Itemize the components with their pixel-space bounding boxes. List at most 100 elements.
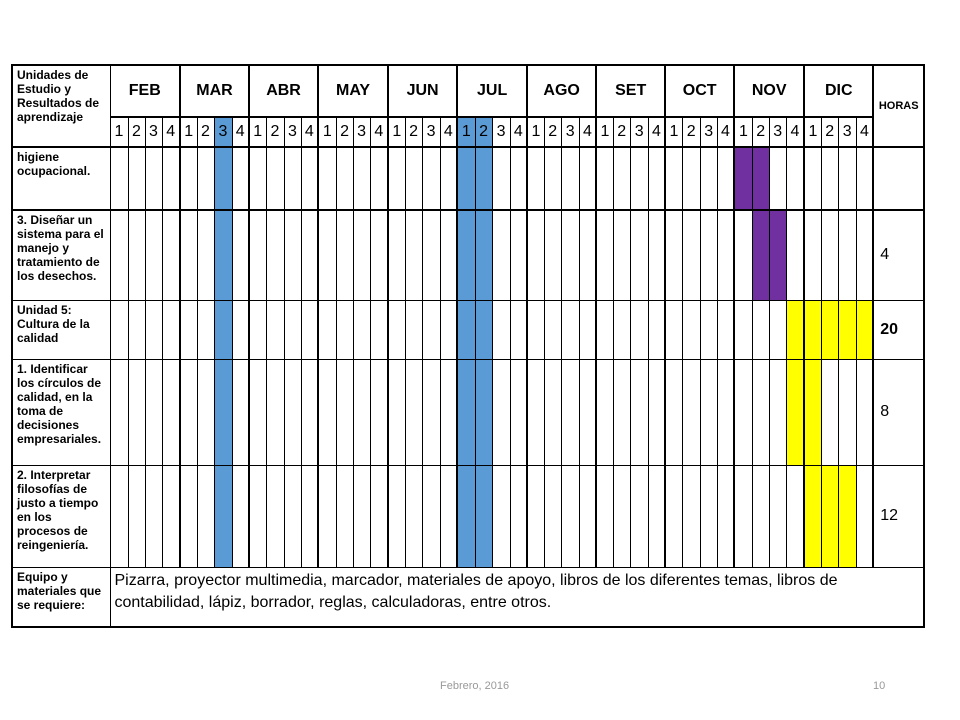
- week-cell: [664, 299, 683, 360]
- week-cell: [127, 299, 146, 360]
- week-cell: [612, 358, 631, 466]
- week-cell: [837, 209, 857, 301]
- week-cell: [421, 299, 441, 360]
- week-cell: [681, 146, 701, 211]
- week-cell: [387, 358, 406, 466]
- week-cell: [491, 146, 511, 211]
- week-cell: [161, 146, 181, 211]
- week-cell: [196, 209, 215, 301]
- week-cell: [456, 358, 476, 466]
- week-number-cell: 4: [855, 116, 875, 148]
- week-number-cell: 4: [161, 116, 181, 148]
- week-cell: [733, 464, 753, 568]
- week-cell: [213, 358, 233, 466]
- week-cell: [317, 146, 337, 211]
- month-header-ago: AGO: [526, 64, 598, 118]
- week-cell: [647, 464, 667, 568]
- week-cell: [161, 209, 181, 301]
- week-cell: [439, 358, 459, 466]
- week-cell: [716, 209, 736, 301]
- hours-column-header: HORAS: [872, 64, 925, 148]
- week-cell: [509, 464, 529, 568]
- activity-label: 2. Interpretar filosofías de justo a tie…: [11, 464, 111, 568]
- week-cell: [820, 464, 839, 568]
- week-cell: [369, 209, 390, 301]
- week-cell: [751, 209, 770, 301]
- week-cell: [785, 146, 806, 211]
- week-number-cell: 1: [109, 116, 129, 148]
- week-cell: [664, 209, 683, 301]
- week-cell: [491, 299, 511, 360]
- week-cell: [335, 146, 354, 211]
- week-cell: [248, 299, 267, 360]
- week-cell: [144, 209, 163, 301]
- week-cell: [560, 209, 580, 301]
- week-cell: [785, 358, 806, 466]
- week-cell: [543, 299, 562, 360]
- week-number-cell: 4: [439, 116, 459, 148]
- week-cell: [265, 209, 285, 301]
- week-cell: [421, 464, 441, 568]
- month-header-mar: MAR: [179, 64, 250, 118]
- week-cell: [474, 464, 493, 568]
- week-cell: [231, 358, 250, 466]
- week-cell: [716, 299, 736, 360]
- week-cell: [127, 358, 146, 466]
- week-cell: [404, 358, 423, 466]
- week-cell: [855, 209, 875, 301]
- week-cell: [248, 146, 267, 211]
- week-cell: [283, 146, 302, 211]
- week-number-cell: 1: [456, 116, 476, 148]
- week-cell: [803, 299, 822, 360]
- week-cell: [335, 358, 354, 466]
- week-cell: [629, 299, 649, 360]
- week-cell: [837, 146, 857, 211]
- week-cell: [109, 358, 129, 466]
- week-cell: [578, 146, 598, 211]
- month-header-abr: ABR: [248, 64, 320, 118]
- week-cell: [179, 358, 198, 466]
- week-cell: [474, 146, 493, 211]
- week-cell: [526, 358, 545, 466]
- week-cell: [785, 299, 806, 360]
- activity-hours: 4: [872, 209, 925, 301]
- week-cell: [248, 209, 267, 301]
- week-cell: [300, 209, 320, 301]
- week-cell: [265, 299, 285, 360]
- week-cell: [352, 464, 371, 568]
- week-cell: [300, 358, 320, 466]
- week-cell: [629, 146, 649, 211]
- week-cell: [681, 464, 701, 568]
- week-cell: [265, 464, 285, 568]
- week-cell: [785, 209, 806, 301]
- week-number-cell: 1: [179, 116, 198, 148]
- week-cell: [231, 209, 250, 301]
- week-cell: [820, 146, 839, 211]
- week-cell: [768, 464, 787, 568]
- week-cell: [421, 146, 441, 211]
- week-number-cell: 2: [612, 116, 631, 148]
- week-cell: [387, 464, 406, 568]
- week-cell: [109, 209, 129, 301]
- week-cell: [196, 358, 215, 466]
- week-cell: [109, 146, 129, 211]
- week-cell: [629, 209, 649, 301]
- week-cell: [855, 358, 875, 466]
- week-cell: [317, 209, 337, 301]
- month-header-set: SET: [595, 64, 667, 118]
- week-number-cell: 2: [127, 116, 146, 148]
- week-cell: [595, 464, 614, 568]
- week-cell: [387, 146, 406, 211]
- week-cell: [664, 358, 683, 466]
- week-cell: [837, 464, 857, 568]
- week-cell: [612, 209, 631, 301]
- week-cell: [456, 209, 476, 301]
- week-cell: [352, 209, 371, 301]
- week-cell: [751, 146, 770, 211]
- week-number-cell: 4: [785, 116, 806, 148]
- week-cell: [526, 146, 545, 211]
- week-number-cell: 2: [681, 116, 701, 148]
- week-cell: [300, 299, 320, 360]
- week-cell: [317, 299, 337, 360]
- week-cell: [265, 146, 285, 211]
